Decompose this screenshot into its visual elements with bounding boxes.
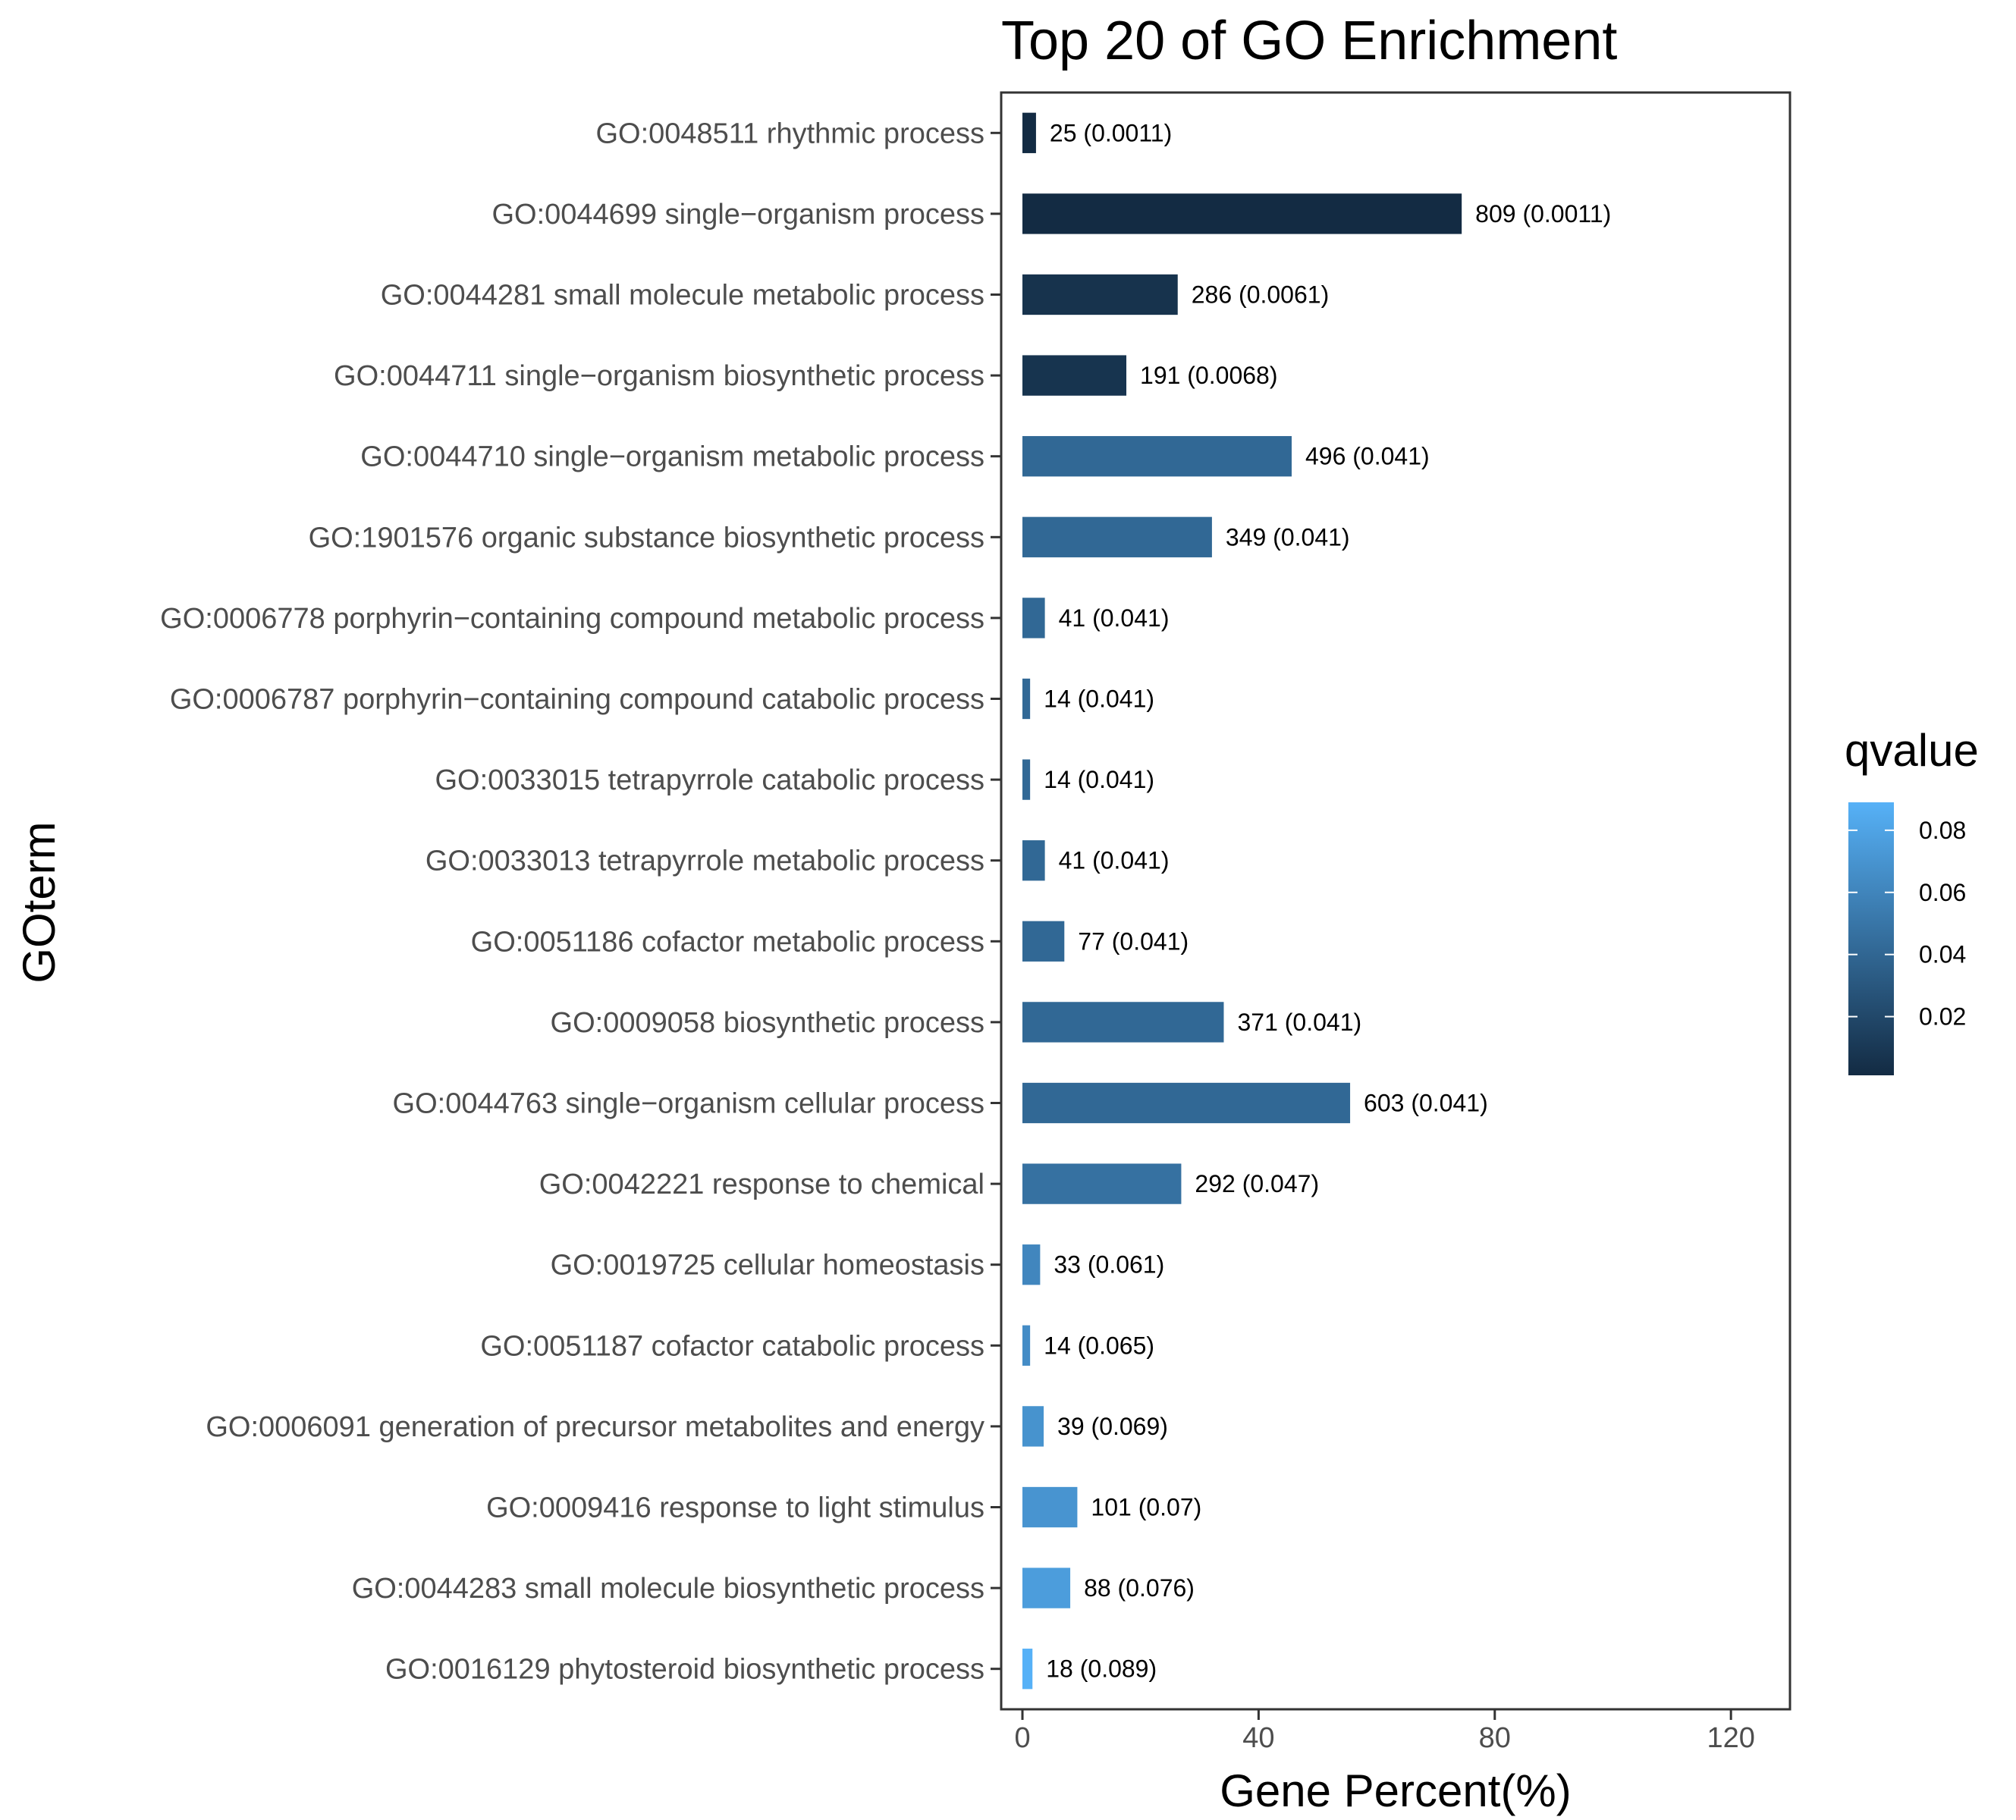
bar-value-label: 39 (0.069) (1057, 1413, 1168, 1440)
bar-value-label: 496 (0.041) (1305, 443, 1430, 470)
y-tick-label: GO:0009058 biosynthetic process (551, 1007, 984, 1039)
y-tick-label: GO:0033013 tetrapyrrole metabolic proces… (425, 846, 984, 877)
bar-value-label: 25 (0.0011) (1050, 119, 1172, 146)
bar (1022, 678, 1031, 720)
y-tick-label: GO:0009416 response to light stimulus (486, 1492, 984, 1524)
bar-value-label: 371 (0.041) (1237, 1009, 1361, 1036)
y-tick-label: GO:0016129 phytosteroid biosynthetic pro… (385, 1654, 984, 1686)
bar-value-label: 101 (0.07) (1091, 1494, 1201, 1521)
y-tick-label: GO:0006091 generation of precursor metab… (206, 1411, 984, 1443)
y-tick-label: GO:0033015 tetrapyrrole catabolic proces… (435, 764, 984, 796)
bar-value-label: 33 (0.061) (1054, 1251, 1164, 1279)
bar (1022, 1649, 1033, 1690)
y-tick-label: GO:0006778 porphyrin−containing compound… (160, 603, 984, 635)
x-tick-label: 40 (1242, 1722, 1274, 1754)
y-axis-tick-labels: GO:0048511 rhythmic process GO:0044699 si… (160, 118, 984, 1685)
bar-value-label: 14 (0.065) (1044, 1332, 1154, 1359)
bar-labels: 25 (0.0011) 809 (0.0011) 286 (0.0061) 191 (… (1044, 119, 1611, 1682)
x-tick-label: 120 (1707, 1722, 1754, 1754)
bar (1022, 274, 1178, 315)
bar-value-label: 88 (0.076) (1084, 1574, 1195, 1602)
bar-value-label: 603 (0.041) (1364, 1090, 1488, 1117)
bar (1022, 1486, 1078, 1528)
y-tick-label: GO:0051186 cofactor metabolic process (471, 926, 984, 958)
y-tick-label: GO:1901576 organic substance biosyntheti… (309, 522, 984, 554)
bar (1022, 1244, 1041, 1285)
bar-value-label: 41 (0.041) (1059, 604, 1170, 632)
bar-value-label: 41 (0.041) (1059, 847, 1170, 874)
colorbar-tick-label: 0.02 (1919, 1003, 1966, 1031)
bar (1022, 1325, 1031, 1366)
bar (1022, 193, 1462, 234)
bar-value-label: 349 (0.041) (1226, 523, 1350, 551)
bars (1022, 112, 1462, 1690)
y-tick-label: GO:0044711 single−organism biosynthetic … (334, 360, 984, 392)
colorbar (1848, 802, 1894, 1075)
y-tick-label: GO:0044710 single−organism metabolic pro… (360, 441, 984, 473)
legend-title: qvalue (1845, 725, 1979, 776)
colorbar-tick-label: 0.08 (1919, 817, 1966, 844)
bar (1022, 1082, 1351, 1124)
x-tick-label: 0 (1014, 1722, 1030, 1754)
x-tick-label: 80 (1479, 1722, 1511, 1754)
bar-value-label: 292 (0.047) (1195, 1170, 1319, 1197)
x-axis-label: Gene Percent(%) (1220, 1765, 1572, 1816)
bar-value-label: 191 (0.0068) (1140, 362, 1277, 389)
bar (1022, 516, 1212, 557)
bar (1022, 921, 1065, 962)
y-tick-label: GO:0048511 rhythmic process (595, 118, 984, 149)
y-tick-label: GO:0044699 single−organism process (491, 199, 984, 231)
bar (1022, 1163, 1182, 1204)
bar-value-label: 809 (0.0011) (1475, 200, 1611, 228)
x-axis-ticks: 0 40 80 120 (1014, 1709, 1755, 1754)
bar (1022, 112, 1036, 153)
chart-title: Top 20 of GO Enrichment (1001, 11, 1617, 71)
bar (1022, 355, 1127, 396)
y-tick-label: GO:0044281 small molecule metabolic proc… (381, 280, 984, 312)
plot-panel (1000, 91, 1791, 1711)
y-tick-label: GO:0044283 small molecule biosynthetic p… (352, 1573, 984, 1605)
bar-value-label: 14 (0.041) (1044, 766, 1154, 793)
bar-value-label: 14 (0.041) (1044, 686, 1154, 713)
bar-value-label: 18 (0.089) (1046, 1655, 1157, 1683)
y-tick-label: GO:0019725 cellular homeostasis (551, 1250, 984, 1282)
bar-value-label: 77 (0.041) (1078, 927, 1189, 955)
y-tick-label: GO:0051187 cofactor catabolic process (480, 1330, 984, 1362)
bar (1022, 436, 1292, 477)
colorbar-ticks: 0.02 0.04 0.06 0.08 (1848, 817, 1966, 1031)
bar (1022, 1567, 1071, 1608)
y-tick-label: GO:0044763 single−organism cellular proc… (393, 1088, 984, 1120)
bar (1022, 1002, 1224, 1043)
bar (1022, 759, 1031, 800)
bar (1022, 840, 1045, 881)
y-axis-label: GOterm (14, 821, 64, 983)
bar (1022, 598, 1045, 639)
colorbar-tick-label: 0.06 (1919, 879, 1966, 906)
bar (1022, 1406, 1044, 1447)
y-tick-label: GO:0006787 porphyrin−containing compound… (170, 684, 984, 716)
bar-value-label: 286 (0.0061) (1192, 281, 1329, 309)
y-axis-ticks (991, 131, 1001, 1671)
y-tick-label: GO:0042221 response to chemical (539, 1169, 984, 1200)
colorbar-tick-label: 0.04 (1919, 941, 1966, 968)
